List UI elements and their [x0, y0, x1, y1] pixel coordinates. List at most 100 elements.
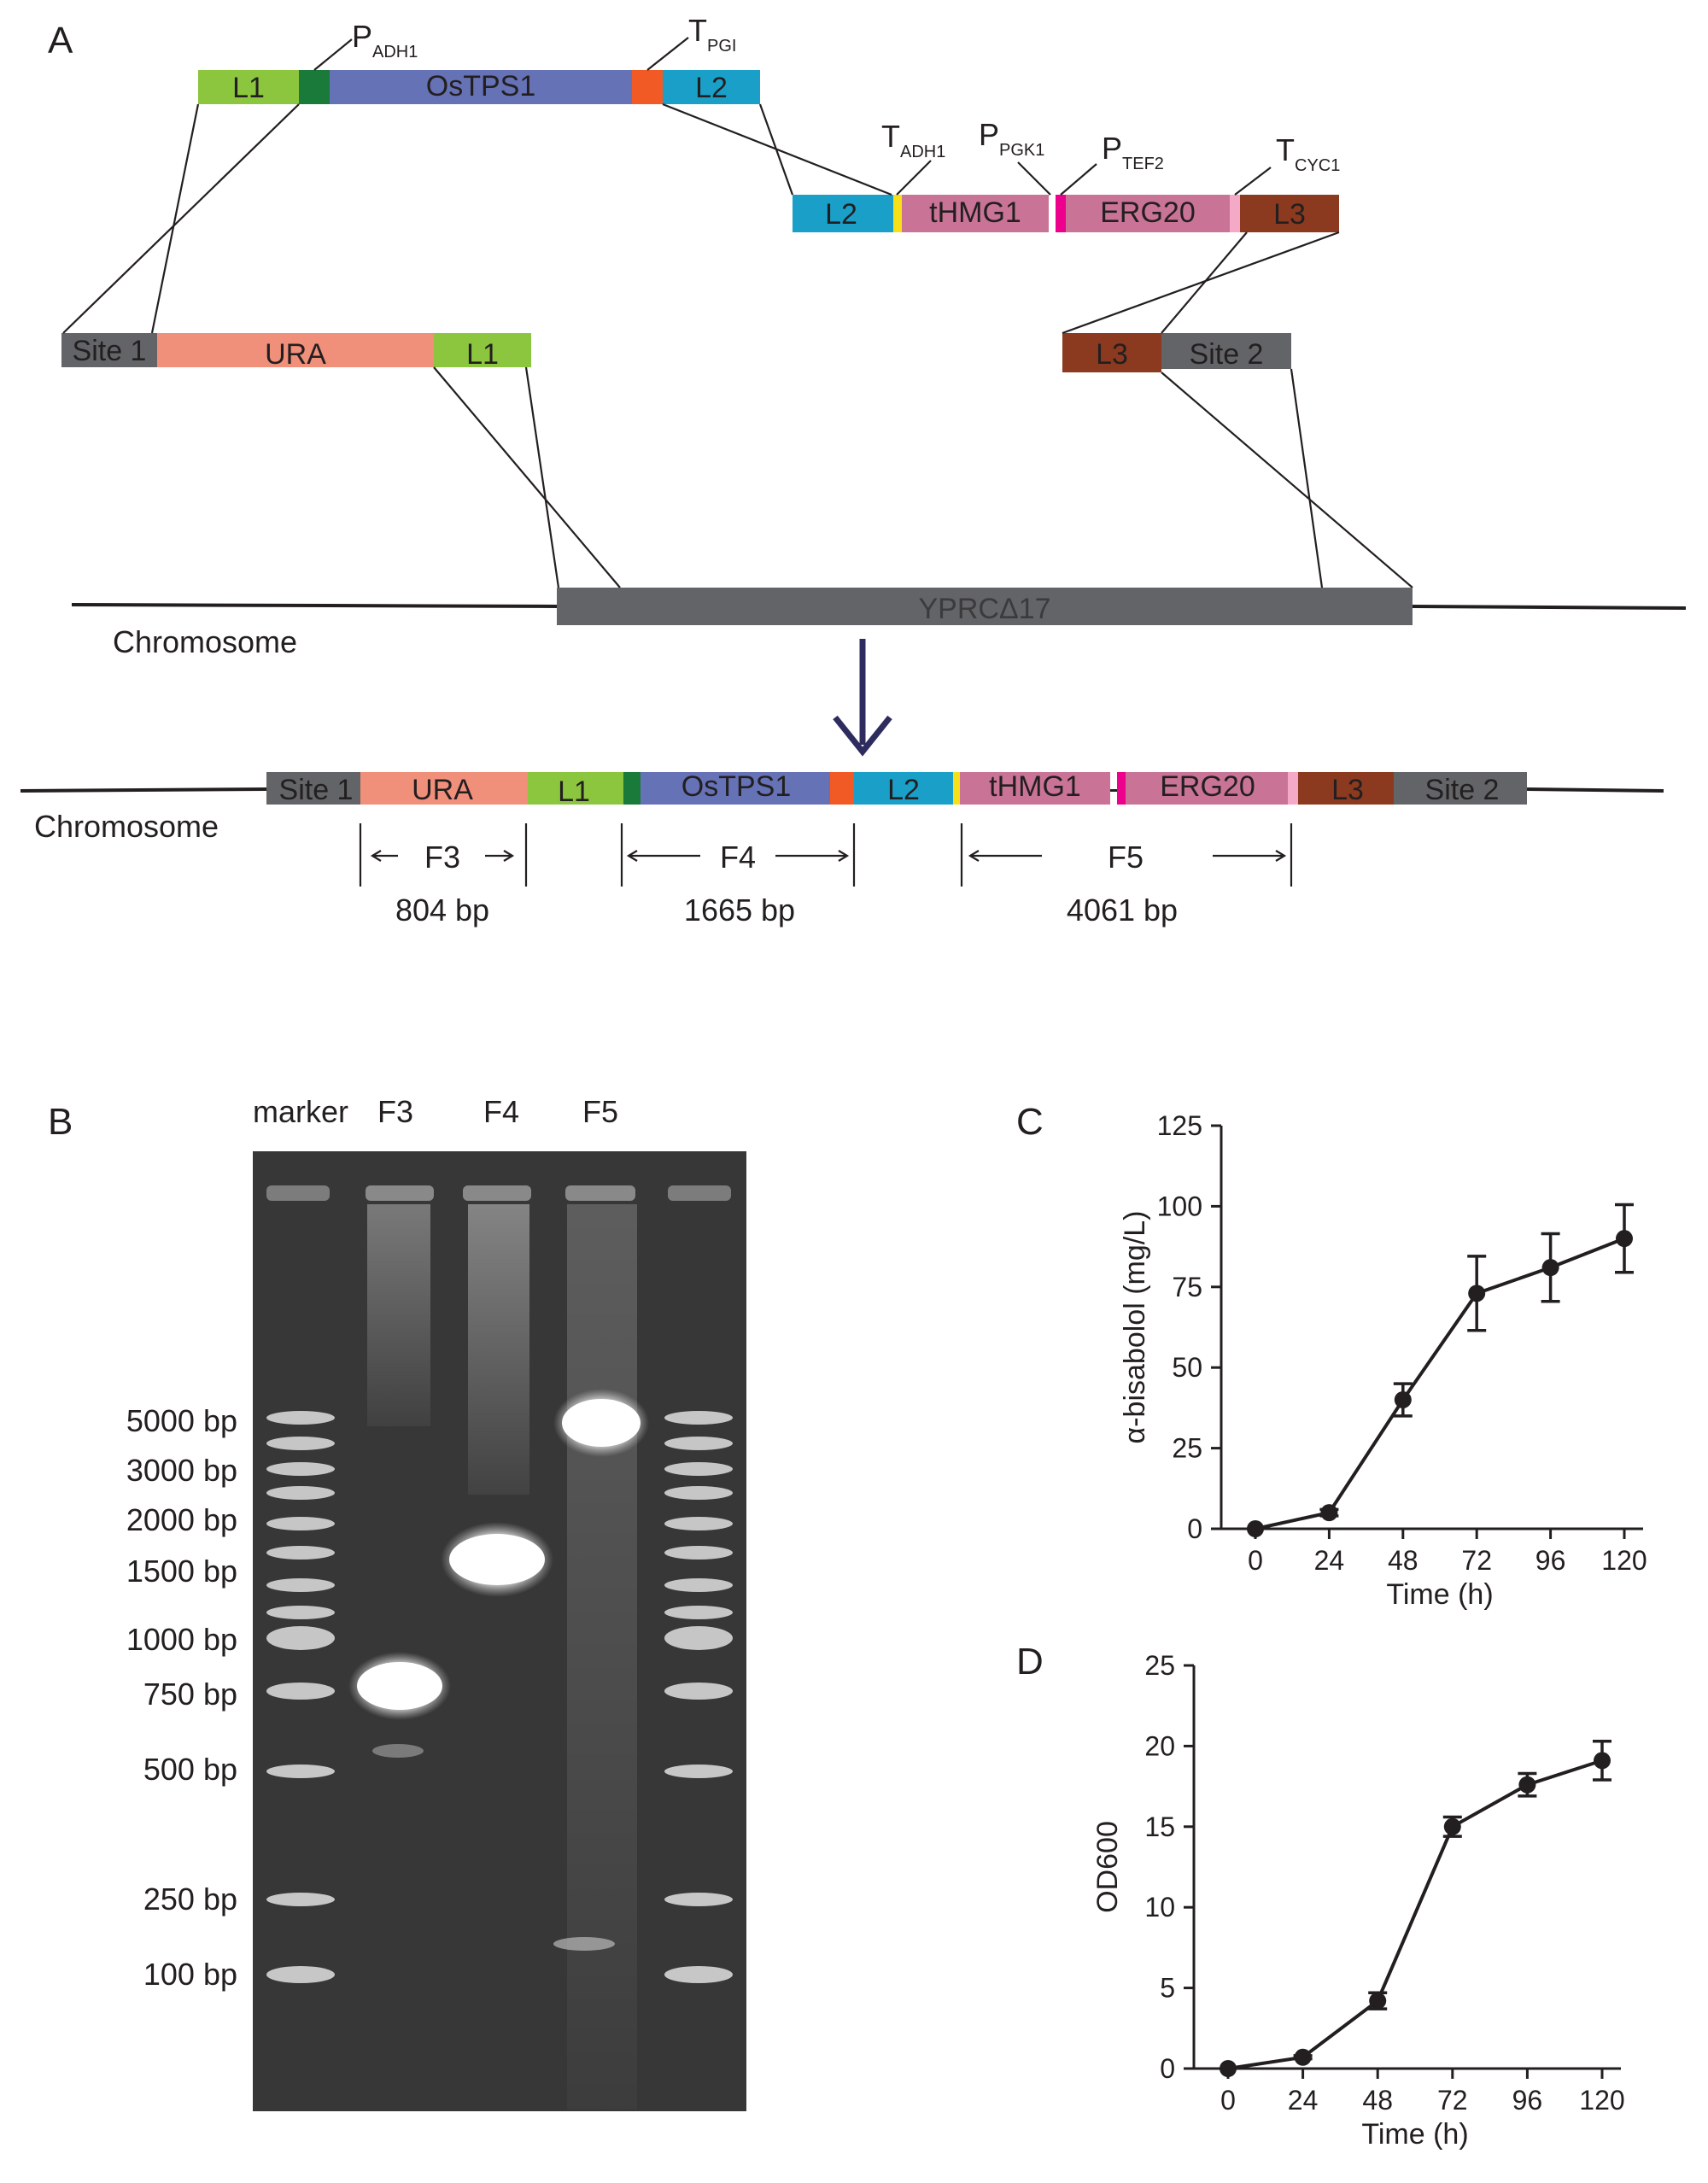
block-t-adh1: [893, 195, 902, 232]
chromosome2-line-right: [1526, 787, 1664, 793]
x-tick-label: 48: [1362, 2085, 1393, 2116]
label-l3-b: L3: [1096, 338, 1128, 371]
block-t-pgi: [632, 70, 663, 104]
right-arm: L3 Site 2: [1062, 333, 1291, 372]
data-point: [1616, 1230, 1633, 1248]
series-line: [1255, 1237, 1625, 1530]
x-tick-label: 0: [1248, 1545, 1263, 1576]
y-tick-label: 0: [1187, 1513, 1202, 1544]
int-label-erg20: ERG20: [1160, 770, 1255, 803]
int-label-ura: URA: [412, 774, 473, 806]
int-label-ostps1: OsTPS1: [681, 770, 791, 803]
leader-t-pgi: [646, 37, 689, 71]
svg-text:1500 bp: 1500 bp: [126, 1554, 237, 1589]
lane-label-f5: F5: [582, 1094, 618, 1129]
x-axis-label: Time (h): [1361, 2118, 1468, 2151]
block-p-pgk1: [1049, 195, 1056, 232]
int-t-adh1: [953, 772, 960, 805]
label-site1: Site 1: [73, 335, 147, 367]
block-l2-b: [793, 195, 893, 232]
y-tick-label: 15: [1144, 1811, 1175, 1842]
y-tick-label: 25: [1172, 1433, 1202, 1464]
y-tick-label: 50: [1172, 1352, 1202, 1383]
svg-text:3000 bp: 3000 bp: [126, 1453, 237, 1488]
gel-image: [253, 1151, 746, 2111]
cassette-1: L1 OsTPS1 L2: [198, 70, 760, 104]
block-l3: [1240, 195, 1339, 232]
block-erg20: [1066, 195, 1230, 232]
label-l1-b: L1: [466, 338, 499, 371]
int-l3: [1298, 772, 1394, 805]
lane-label-f3: F3: [377, 1094, 413, 1129]
panel-label-b: B: [48, 1101, 73, 1143]
label-l2: L2: [695, 72, 728, 104]
crossover-lines: [62, 102, 1413, 588]
y-tick-label: 100: [1157, 1191, 1202, 1221]
block-ostps1: [330, 70, 632, 104]
data-point: [1541, 1259, 1559, 1277]
int-p-adh1: [623, 772, 640, 805]
int-label-l2: L2: [887, 774, 920, 806]
block-ura: [157, 333, 434, 367]
svg-text:100 bp: 100 bp: [143, 1957, 237, 1992]
leader-p-pgk1: [1017, 161, 1051, 196]
x-tick-label: 96: [1535, 1545, 1566, 1576]
x-tick-label: 24: [1288, 2085, 1319, 2116]
label-erg20: ERG20: [1100, 196, 1196, 229]
svg-text:750 bp: 750 bp: [143, 1677, 237, 1712]
label-t-adh1: TADH1: [881, 119, 945, 161]
lane-label-marker: marker: [253, 1094, 348, 1129]
fragment-f4-name: F4: [720, 840, 756, 875]
data-point: [1594, 1752, 1611, 1770]
label-ostps1: OsTPS1: [426, 70, 535, 102]
fragment-f5-size: 4061 bp: [1067, 893, 1178, 928]
leader-t-cyc1: [1234, 167, 1272, 196]
x-axis-label: Time (h): [1386, 1578, 1493, 1611]
label-thmg1: tHMG1: [929, 196, 1021, 229]
svg-text:5000 bp: 5000 bp: [126, 1403, 237, 1438]
label-l1: L1: [232, 72, 265, 104]
int-site2: [1394, 772, 1527, 805]
y-tick-label: 75: [1172, 1272, 1202, 1302]
chromosome-line-right: [1412, 605, 1687, 610]
y-tick-label: 0: [1160, 2053, 1175, 2084]
int-thmg1: [960, 772, 1110, 805]
integrated-locus: Site 1 URA L1 OsTPS1 L2 tHMG1 ERG20 L3 S…: [266, 770, 1527, 808]
data-point: [1468, 1285, 1486, 1302]
data-point: [1320, 1504, 1338, 1522]
int-label-thmg1: tHMG1: [989, 770, 1081, 803]
svg-text:500 bp: 500 bp: [143, 1752, 237, 1787]
x-tick-label: 72: [1437, 2085, 1468, 2116]
data-point: [1369, 1992, 1387, 2010]
chromosome2-line-left: [20, 787, 267, 793]
panel-label-c: C: [1016, 1101, 1044, 1143]
data-point: [1294, 2048, 1312, 2066]
block-site2: [1161, 333, 1291, 369]
label-locus: YPRCΔ17: [919, 593, 1051, 625]
data-point: [1518, 1776, 1536, 1794]
fragment-f3-name: F3: [424, 840, 460, 875]
label-chromosome-bottom: Chromosome: [34, 809, 219, 844]
svg-text:1000 bp: 1000 bp: [126, 1622, 237, 1657]
x-tick-label: 72: [1461, 1545, 1492, 1576]
int-l1: [528, 772, 623, 805]
leader-p-adh1: [313, 38, 353, 71]
integration-arrow: [833, 639, 892, 757]
int-label-l3: L3: [1331, 774, 1364, 806]
x-tick-label: 0: [1220, 2085, 1236, 2116]
y-tick-label: 5: [1160, 1973, 1175, 2004]
block-l1-b: [434, 333, 531, 367]
chart-c: 0 25 50 75 100 125 0 24 48 72 96 120 Time (h) α-bisab…: [1119, 1110, 1647, 1611]
y-tick-label: 125: [1157, 1110, 1202, 1141]
label-p-pgk1: PPGK1: [979, 117, 1044, 160]
block-t-cyc1: [1230, 195, 1240, 232]
y-axis-label: α-bisabolol (mg/L): [1119, 1211, 1151, 1444]
y-tick-label: 20: [1144, 1730, 1175, 1761]
fragment-f4-size: 1665 bp: [684, 893, 795, 928]
int-label-site2: Site 2: [1425, 774, 1500, 806]
block-l1: [198, 70, 299, 104]
series-line: [1227, 1759, 1603, 2070]
label-p-adh1: PADH1: [352, 19, 418, 61]
label-t-pgi: TPGI: [688, 13, 736, 56]
leader-p-tef2: [1060, 163, 1097, 196]
